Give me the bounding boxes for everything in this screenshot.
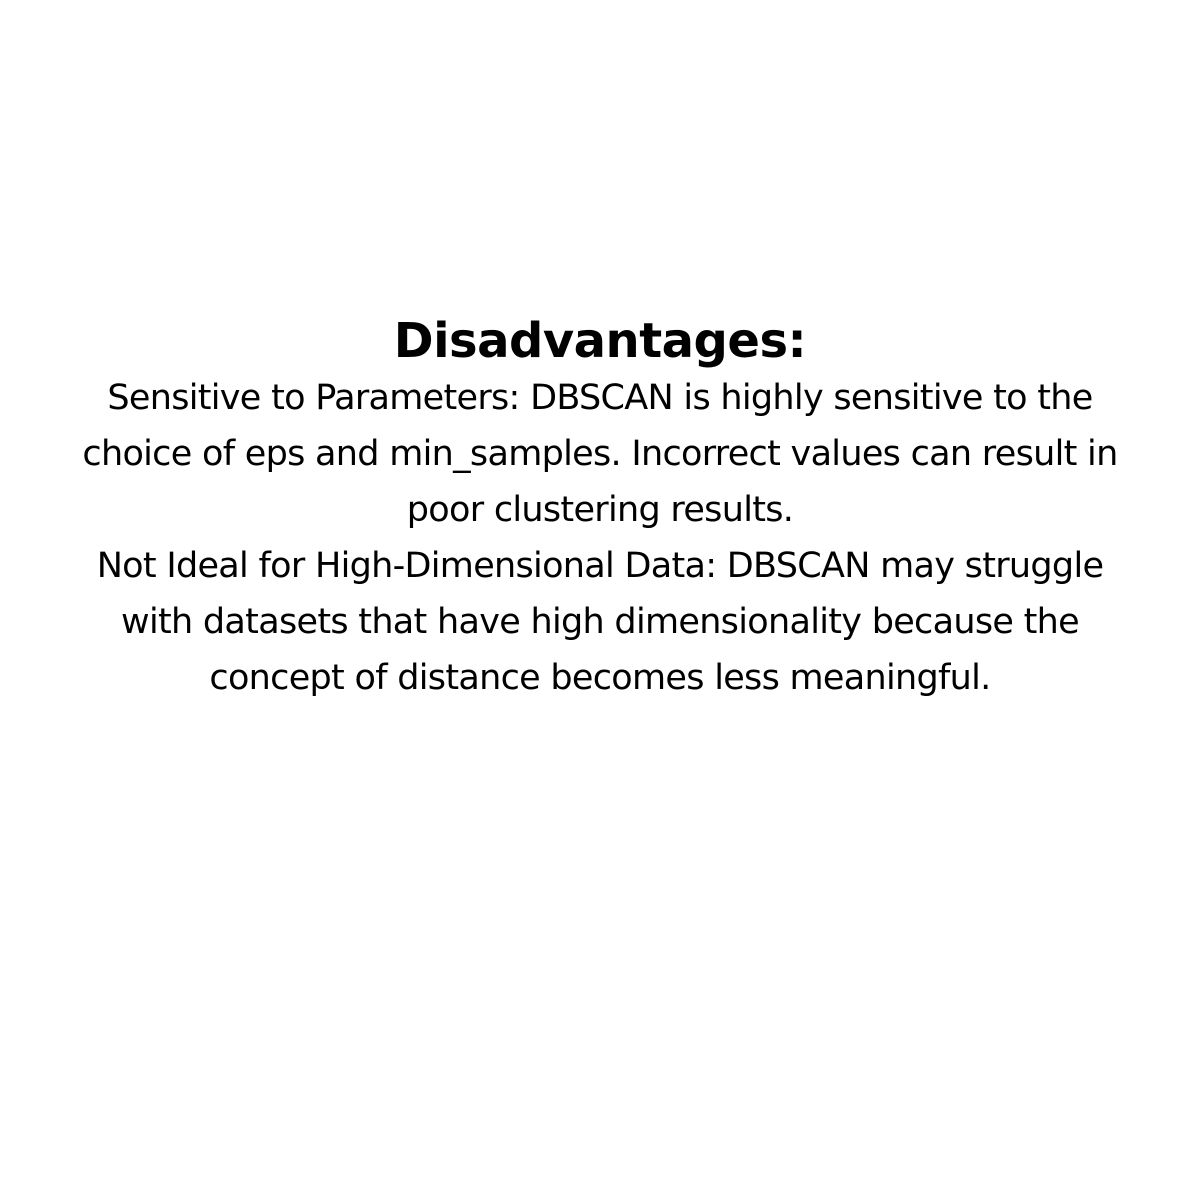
text-line: concept of distance becomes less meaning…: [209, 658, 991, 698]
page-title: Disadvantages:: [393, 313, 807, 369]
slide-content: Disadvantages: Sensitive to Parameters: …: [0, 312, 1200, 706]
text-line: with datasets that have high dimensional…: [121, 602, 1080, 642]
text-line: Sensitive to Parameters: DBSCAN is highl…: [107, 378, 1093, 418]
text-line: choice of eps and min_samples. Incorrect…: [82, 434, 1118, 474]
body-text: Sensitive to Parameters: DBSCAN is highl…: [0, 370, 1200, 706]
text-line: Not Ideal for High-Dimensional Data: DBS…: [96, 546, 1104, 586]
text-line: poor clustering results.: [406, 490, 794, 530]
